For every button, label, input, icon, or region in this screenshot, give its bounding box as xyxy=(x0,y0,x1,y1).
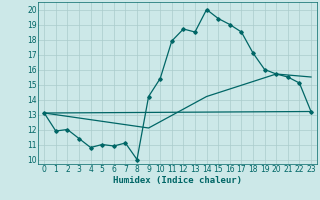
X-axis label: Humidex (Indice chaleur): Humidex (Indice chaleur) xyxy=(113,176,242,185)
